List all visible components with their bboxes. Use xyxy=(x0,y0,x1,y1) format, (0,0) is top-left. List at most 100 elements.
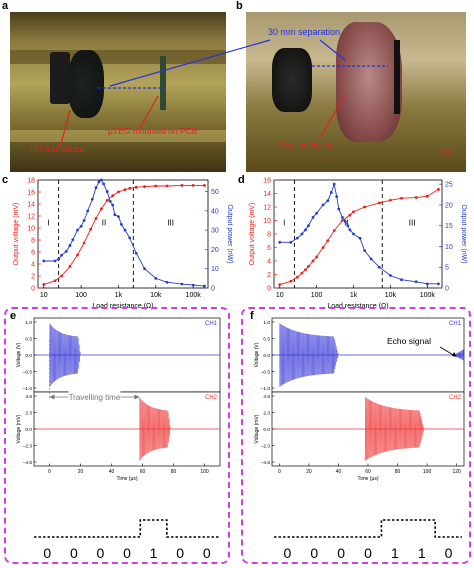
region-label: I xyxy=(283,218,285,227)
ch1-y-tick-label: 0.5 xyxy=(263,337,270,343)
series-point-right xyxy=(100,178,103,182)
panel-b-label: b xyxy=(236,0,243,12)
us-transducer-annotation: US transducer xyxy=(30,144,88,154)
porcine-tissue-annotation: Porcine tissue xyxy=(278,140,335,150)
y-right-tick-label: 40 xyxy=(211,208,219,215)
y-left-tick-label: 16 xyxy=(263,178,271,185)
series-point-left xyxy=(202,184,206,187)
series-point-right xyxy=(57,257,61,261)
series-point-left xyxy=(165,184,169,188)
series-point-right xyxy=(326,199,330,203)
series-point-right xyxy=(278,240,282,244)
series-point-right xyxy=(68,244,72,247)
series-point-left xyxy=(389,198,392,202)
uteg-annotation: μTEG mounted on PCB xyxy=(108,126,198,136)
panel-f-label: f xyxy=(250,310,254,322)
bit-label: 0 xyxy=(97,545,105,561)
y-right-tick-label: 20 xyxy=(211,247,219,254)
x-tick-label: 100 xyxy=(200,469,209,475)
y-right-axis-label: Output power (nW) xyxy=(460,204,467,263)
y-left-tick-label: 14 xyxy=(263,191,271,198)
ch1-burst-waveform xyxy=(49,323,81,388)
series-point-right xyxy=(315,211,319,215)
ch2-y-tick-label: –4.6 xyxy=(23,460,33,466)
y-right-tick-label: 15 xyxy=(445,223,453,230)
series-point-right xyxy=(90,197,94,201)
x-tick-label: 20 xyxy=(306,469,312,475)
y-left-tick-label: 6 xyxy=(31,250,35,257)
bit-label: 1 xyxy=(418,545,426,561)
series-point-right xyxy=(64,249,68,253)
transducer-face xyxy=(68,50,104,118)
series-point-right xyxy=(377,265,381,269)
series-point-left xyxy=(311,259,315,263)
series-point-right xyxy=(71,238,75,242)
series-point-left xyxy=(278,283,282,287)
x-tick-label: 40 xyxy=(109,469,115,475)
ch1-y-axis-label: Voltage (V) xyxy=(16,342,22,367)
separation-pointer-a xyxy=(109,39,271,87)
series-point-right xyxy=(165,280,169,284)
series-point-right xyxy=(76,228,79,232)
series-point-left xyxy=(89,227,93,231)
series-point-right xyxy=(341,215,344,219)
series-point-right xyxy=(60,253,63,257)
region-label: I xyxy=(47,218,49,227)
y-left-tick-label: 14 xyxy=(27,202,35,209)
bit-label: 1 xyxy=(150,545,158,561)
series-point-right xyxy=(414,280,418,284)
series-point-right xyxy=(123,228,127,232)
series-point-left xyxy=(154,184,158,188)
region-label: II xyxy=(102,218,106,227)
series-point-right xyxy=(108,199,112,203)
bit-label: 0 xyxy=(43,545,51,561)
separation-annotation: 30 mm separation xyxy=(268,27,340,37)
ch2-y-tick-label: 2.3 xyxy=(25,411,32,417)
y-right-tick-label: 10 xyxy=(445,244,453,251)
echo-signal-label: Echo signal xyxy=(387,336,431,346)
series-point-right xyxy=(321,203,325,207)
series-point-right xyxy=(97,180,101,184)
us-transducer-b-shape xyxy=(272,48,312,112)
ch2-y-tick-label: 4.6 xyxy=(263,394,270,400)
series-point-left xyxy=(363,205,367,209)
series-point-left xyxy=(111,194,115,198)
bit-label: 0 xyxy=(337,545,345,561)
series-point-left xyxy=(68,265,72,268)
y-left-axis-label: Output voltage (mV) xyxy=(13,203,20,266)
y-left-tick-label: 16 xyxy=(27,190,35,197)
series-point-left xyxy=(94,217,98,220)
region-label: III xyxy=(167,218,174,227)
series-point-right xyxy=(289,240,293,244)
series-point-right xyxy=(154,276,158,280)
series-point-left xyxy=(304,268,307,272)
series-point-right xyxy=(329,191,333,194)
x-tick-label: 120 xyxy=(452,469,461,475)
bit-label: 0 xyxy=(203,545,211,561)
series-point-left xyxy=(326,239,330,243)
x-axis-label: Load resistance (Ω) xyxy=(327,303,388,310)
x-tick-label: 100k xyxy=(420,292,436,299)
bit-label: 1 xyxy=(391,545,399,561)
series-point-left xyxy=(341,219,344,222)
y-right-tick-label: 30 xyxy=(211,228,219,235)
series-point-left xyxy=(123,188,127,192)
echo-signal-arrowhead xyxy=(452,352,457,357)
ch2-y-tick-label: –2.3 xyxy=(23,444,33,450)
series-point-right xyxy=(102,182,106,186)
ch1-channel-label: CH1 xyxy=(449,321,462,327)
series-point-right xyxy=(389,274,392,277)
ch2-burst-waveform xyxy=(139,397,171,462)
panel-e-frame xyxy=(4,307,230,564)
porcine-tissue-shape xyxy=(336,22,402,142)
x-tick-label: 100k xyxy=(186,292,202,299)
ch2-y-tick-label: 0.0 xyxy=(25,427,32,433)
series-point-right xyxy=(191,283,195,287)
bit-sequence-waveform xyxy=(34,519,220,538)
y-left-tick-label: 8 xyxy=(31,238,35,245)
series-point-left xyxy=(414,196,418,199)
